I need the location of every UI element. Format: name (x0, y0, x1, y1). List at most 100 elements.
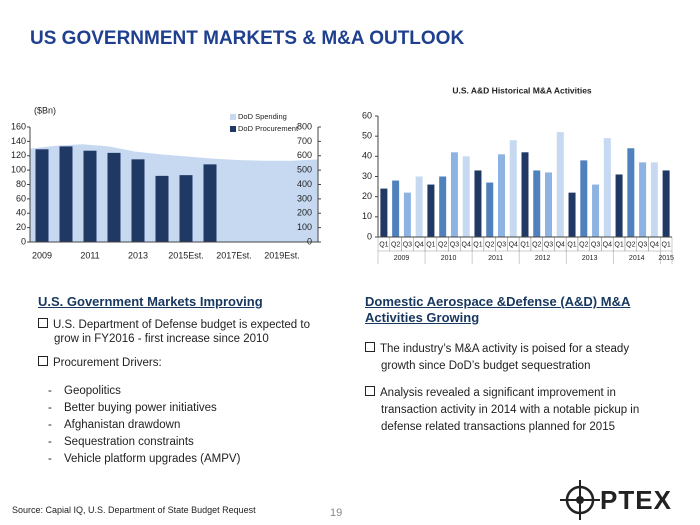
x-tick-label: Q2 (391, 241, 400, 248)
bullet-text: The industry’s M&A activity is poised fo… (380, 343, 630, 372)
driver-list: Geopolitics Better buying power initiati… (48, 384, 318, 466)
x-tick-label: Q2 (532, 241, 541, 248)
bullet: Analysis revealed a significant improvem… (365, 385, 665, 436)
bullet: The industry’s M&A activity is poised fo… (365, 341, 665, 375)
y-tick-label: 0 (367, 231, 372, 241)
group-label: 2011 (488, 255, 503, 262)
driver: Afghanistan drawdown (48, 418, 318, 432)
y2-tick-label: 100 (297, 222, 312, 232)
y2-tick-label: 800 (297, 121, 312, 131)
x-tick-label: Q4 (556, 241, 565, 248)
legend-label: DoD Procurement (238, 124, 299, 133)
x-tick-label: Q2 (438, 241, 447, 248)
x-tick-label: Q4 (509, 241, 518, 248)
x-tick-label: Q4 (650, 241, 659, 248)
group-label: 2012 (535, 255, 551, 262)
legend-label: DoD Spending (238, 112, 287, 121)
bar (59, 146, 73, 242)
bar (556, 132, 564, 237)
bar (603, 138, 611, 237)
x-tick-label: 2017Est. (216, 250, 252, 260)
bar (462, 156, 470, 237)
page-number: 19 (330, 507, 343, 519)
y-tick-label: 60 (16, 193, 26, 203)
bar (83, 150, 97, 242)
x-tick-label: 2019Est. (264, 250, 300, 260)
y-tick-label: 160 (11, 121, 26, 131)
y-tick-label: 140 (11, 136, 26, 146)
bar (392, 180, 400, 237)
bullet-text: Procurement Drivers: (53, 357, 162, 369)
left-bullets: U.S. Department of Defense budget is exp… (38, 318, 318, 370)
bullet-text: U.S. Department of Defense budget is exp… (53, 319, 310, 345)
y-tick-label: 20 (16, 222, 26, 232)
x-tick-label: 2015Est. (168, 250, 204, 260)
bar (474, 170, 482, 237)
bar (155, 175, 169, 242)
group-label: 2013 (582, 255, 598, 262)
bar (427, 184, 435, 237)
bar (509, 140, 517, 237)
chart-title: U.S. A&D Historical M&A Activities (452, 85, 592, 95)
bar (179, 175, 193, 242)
x-tick-label: Q1 (614, 241, 623, 248)
bar (568, 192, 576, 237)
y2-tick-label: 0 (307, 236, 312, 246)
bar (403, 192, 411, 237)
driver: Vehicle platform upgrades (AMPV) (48, 452, 318, 466)
bar (639, 162, 647, 237)
y-tick-label: 120 (11, 150, 26, 160)
group-label: 2014 (629, 255, 645, 262)
x-tick-label: Q1 (567, 241, 576, 248)
x-tick-label: Q4 (603, 241, 612, 248)
x-tick-label: Q1 (473, 241, 482, 248)
right-text: The industry’s M&A activity is poised fo… (365, 341, 665, 446)
y-tick-label: 30 (362, 171, 372, 181)
x-tick-label: Q2 (485, 241, 494, 248)
bar (380, 188, 388, 237)
bar (650, 162, 658, 237)
x-tick-label: Q1 (379, 241, 388, 248)
x-tick-label: Q3 (544, 241, 553, 248)
bullet-text: Analysis revealed a significant improvem… (380, 387, 640, 433)
x-tick-label: Q3 (403, 241, 412, 248)
y2-tick-label: 200 (297, 208, 312, 218)
bar (486, 182, 494, 237)
y2-tick-label: 300 (297, 193, 312, 203)
bar (439, 176, 447, 237)
bar (627, 148, 635, 237)
logo-text: PTEX (600, 485, 672, 515)
bar (662, 170, 670, 237)
x-tick-label: Q3 (591, 241, 600, 248)
y2-tick-label: 400 (297, 179, 312, 189)
x-tick-label: Q2 (626, 241, 635, 248)
bullet: U.S. Department of Defense budget is exp… (38, 318, 318, 346)
bullet: Procurement Drivers: (38, 356, 318, 370)
area (30, 144, 318, 242)
x-tick-label: Q1 (520, 241, 529, 248)
source: Source: Capial IQ, U.S. Department of St… (12, 505, 256, 515)
y-tick-label: 0 (21, 236, 26, 246)
y-tick-label: 40 (362, 151, 372, 161)
bar (497, 154, 505, 237)
y-tick-label: 20 (362, 191, 372, 201)
logo-mark (560, 480, 600, 520)
y2-tick-label: 600 (297, 150, 312, 160)
bar (521, 152, 529, 237)
bar (107, 152, 121, 242)
x-tick-label: Q4 (414, 241, 423, 248)
bar (450, 152, 458, 237)
x-tick-label: Q3 (450, 241, 459, 248)
x-tick-label: Q3 (638, 241, 647, 248)
unit-label: ($Bn) (34, 105, 56, 115)
y-tick-label: 80 (16, 179, 26, 189)
right-bullets: The industry’s M&A activity is poised fo… (365, 341, 665, 436)
driver: Better buying power initiatives (48, 401, 318, 415)
right-heading: Domestic Aerospace &Defense (A&D) M&A Ac… (365, 294, 631, 325)
left-text: U.S. Department of Defense budget is exp… (38, 318, 318, 469)
x-tick-label: Q1 (661, 241, 670, 248)
slide-title: US GOVERNMENT MARKETS & M&A OUTLOOK (30, 28, 465, 49)
x-tick-label: Q2 (579, 241, 588, 248)
bar (415, 176, 423, 237)
